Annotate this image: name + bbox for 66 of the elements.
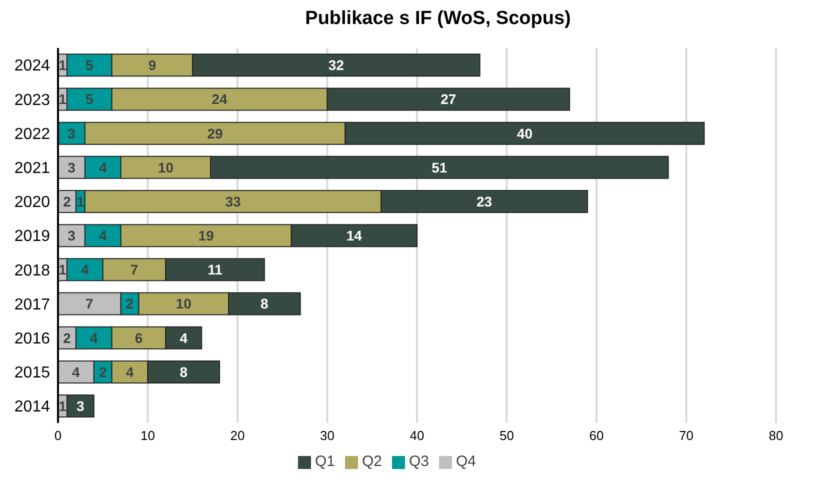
data-label: 11 [208,262,223,278]
data-label: 7 [86,296,94,312]
y-tick-label: 2017 [14,296,50,314]
data-label: 3 [76,398,85,414]
y-tick-label: 2014 [14,398,50,416]
data-label: 1 [58,398,67,414]
data-label: 3 [68,228,76,244]
data-label: 5 [86,91,94,108]
data-label: 2 [63,330,72,346]
data-label: 1 [58,57,67,74]
data-label: 8 [180,364,188,380]
y-tick-label: 2015 [14,364,50,382]
data-label: 7 [130,262,138,278]
x-tick-label: 70 [679,428,694,444]
data-label: 2 [63,193,72,210]
legend-label: Q3 [409,453,430,470]
data-label: 14 [346,228,362,244]
data-label: 9 [148,57,156,74]
legend-label: Q2 [362,453,382,470]
data-label: 10 [176,296,192,312]
data-label: 1 [58,262,67,278]
data-label: 3 [68,125,76,142]
data-label: 4 [72,364,80,380]
data-label: 8 [260,296,269,312]
x-tick-label: 0 [54,428,62,444]
data-label: 24 [212,91,228,108]
data-label: 4 [98,159,107,176]
data-label: 4 [98,228,107,244]
y-tick-label: 2022 [14,126,50,143]
data-label: 33 [225,193,242,210]
data-label: 23 [476,193,492,210]
x-tick-label: 40 [410,428,424,444]
data-label: 3 [68,159,76,176]
data-label: 2 [98,364,107,380]
legend-label: Q4 [456,453,476,470]
y-tick-label: 2016 [14,330,50,348]
data-label: 29 [207,125,224,142]
y-tick-label: 2023 [14,92,50,109]
data-label: 4 [180,330,188,346]
data-label: 10 [158,159,174,176]
data-label: 19 [198,228,214,244]
legend-label: Q1 [314,453,335,470]
chart-title: Publikace s IF (WoS, Scopus) [304,8,572,30]
y-tick-label: 2024 [14,58,50,75]
x-tick-label: 80 [768,428,784,444]
y-tick-label: 2020 [14,194,50,212]
data-label: 4 [81,262,90,278]
data-label: 2 [126,296,134,312]
data-label: 40 [516,125,533,142]
x-tick-label: 50 [500,428,514,444]
data-label: 4 [126,364,134,380]
data-label: 6 [134,330,143,346]
data-label: 4 [90,330,98,346]
data-label: 1 [76,193,85,210]
y-tick-label: 2021 [14,160,50,177]
x-tick-label: 60 [589,428,604,444]
data-label: 51 [432,159,448,176]
data-label: 32 [328,57,344,74]
data-label: 1 [58,91,67,108]
data-label: 5 [86,57,94,74]
x-tick-label: 30 [320,428,334,444]
x-tick-label: 20 [230,428,245,444]
y-tick-label: 2019 [14,228,50,246]
y-tick-label: 2018 [14,262,50,280]
x-tick-label: 10 [140,428,155,444]
data-label: 27 [440,91,456,108]
